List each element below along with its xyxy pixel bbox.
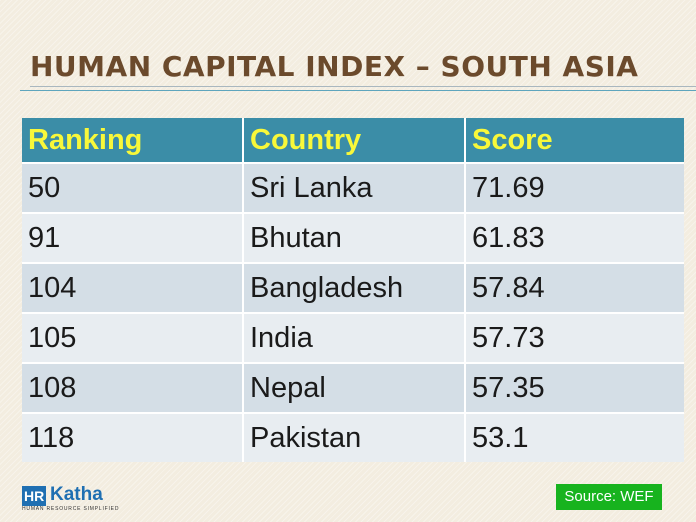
- cell-country: Bangladesh: [243, 262, 466, 313]
- cell-score: 61.83: [465, 212, 684, 263]
- cell-country: Sri Lanka: [243, 162, 466, 213]
- title-divider: [30, 86, 696, 87]
- cell-score: 57.84: [465, 262, 684, 313]
- table-row: 104 Bangladesh 57.84: [22, 262, 684, 313]
- cell-ranking: 105: [22, 312, 244, 363]
- logo-mark: HR: [22, 486, 47, 506]
- cell-score: 57.35: [465, 362, 684, 413]
- slide-title: HUMAN CAPITAL INDEX – SOUTH ASIA: [30, 50, 639, 83]
- cell-score: 57.73: [465, 312, 684, 363]
- logo-tagline: HUMAN RESOURCE SIMPLIFIED: [22, 506, 120, 512]
- hrkatha-logo: HR Katha HUMAN RESOURCE SIMPLIFIED: [22, 484, 122, 514]
- title-accent-divider: [20, 90, 696, 91]
- cell-ranking: 108: [22, 362, 244, 413]
- cell-score: 71.69: [465, 162, 684, 213]
- cell-country: Pakistan: [243, 412, 466, 462]
- cell-ranking: 50: [22, 162, 244, 213]
- logo-name: Katha: [50, 484, 103, 505]
- table-row: 50 Sri Lanka 71.69: [22, 162, 684, 213]
- cell-score: 53.1: [465, 412, 684, 462]
- table-header-row: Ranking Country Score: [22, 118, 684, 163]
- table-row: 118 Pakistan 53.1: [22, 412, 684, 462]
- cell-country: India: [243, 312, 466, 363]
- header-ranking: Ranking: [22, 118, 244, 163]
- header-country: Country: [243, 118, 466, 163]
- header-score: Score: [465, 118, 684, 163]
- cell-country: Nepal: [243, 362, 466, 413]
- table-row: 105 India 57.73: [22, 312, 684, 363]
- cell-ranking: 118: [22, 412, 244, 462]
- cell-ranking: 91: [22, 212, 244, 263]
- table-row: 108 Nepal 57.35: [22, 362, 684, 413]
- table-row: 91 Bhutan 61.83: [22, 212, 684, 263]
- cell-country: Bhutan: [243, 212, 466, 263]
- cell-ranking: 104: [22, 262, 244, 313]
- hci-table: Ranking Country Score 50 Sri Lanka 71.69…: [22, 118, 684, 462]
- source-badge: Source: WEF: [556, 484, 662, 510]
